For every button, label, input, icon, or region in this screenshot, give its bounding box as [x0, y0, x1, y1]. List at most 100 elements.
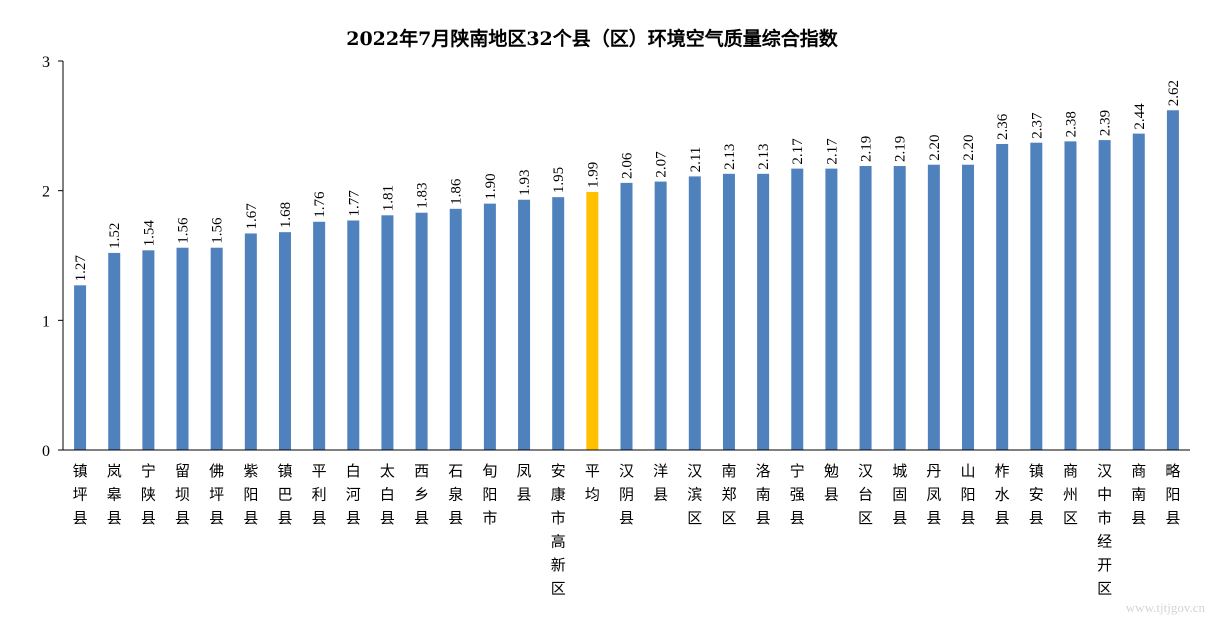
data-label: 1.81 — [380, 185, 396, 211]
data-label: 1.90 — [483, 173, 499, 199]
x-tick-label: 汉阴县 — [619, 462, 634, 527]
x-tick-label: 洛南县 — [756, 462, 771, 527]
bar — [244, 233, 257, 450]
x-tick-label: 商州区 — [1063, 462, 1078, 527]
x-tick-label: 白河县 — [346, 462, 361, 527]
data-label: 1.54 — [141, 220, 157, 247]
bar — [381, 215, 394, 450]
data-label: 2.44 — [1132, 103, 1148, 130]
x-tick-label: 南郑区 — [721, 462, 736, 527]
data-label: 1.86 — [449, 178, 465, 205]
x-tick-label: 镇安县 — [1029, 462, 1044, 527]
data-label: 1.68 — [278, 202, 294, 228]
data-label: 1.83 — [415, 182, 431, 208]
x-tick-label: 留坝县 — [175, 462, 190, 527]
x-tick-label: 镇坪县 — [73, 462, 88, 527]
y-tick-label: 1 — [42, 313, 50, 330]
bar — [483, 203, 496, 450]
x-tick-label: 商南县 — [1131, 462, 1146, 527]
chart-title: 2022年7月陕南地区32个县（区）环境空气质量综合指数 — [346, 27, 839, 50]
x-tick-label: 宁强县 — [790, 462, 805, 527]
x-tick-label: 城固县 — [892, 462, 907, 527]
x-tick-label: 平利县 — [312, 462, 327, 527]
bar — [962, 164, 975, 451]
x-tick-label: 汉中市经开区 — [1097, 462, 1112, 598]
x-tick-label: 汉台区 — [858, 462, 873, 527]
data-label: 2.17 — [824, 138, 840, 165]
bar — [1132, 133, 1145, 451]
bar — [620, 182, 633, 450]
data-label: 2.20 — [961, 134, 977, 160]
bar — [278, 232, 291, 450]
x-tick-label: 旬阳市 — [482, 462, 497, 527]
x-tick-label: 柞水县 — [995, 462, 1010, 527]
data-label: 1.76 — [312, 191, 328, 218]
x-tick-label: 佛坪县 — [209, 462, 224, 527]
y-tick-label: 2 — [42, 184, 50, 201]
data-label: 2.36 — [995, 113, 1011, 140]
data-label: 2.11 — [688, 147, 704, 173]
bar — [1064, 141, 1077, 450]
bar — [74, 285, 87, 450]
bar — [996, 143, 1009, 451]
data-label: 1.95 — [551, 167, 567, 193]
bar — [518, 199, 531, 450]
x-tick-label: 洋县 — [653, 462, 668, 504]
data-label: 1.27 — [73, 255, 89, 282]
data-label: 1.99 — [585, 162, 601, 188]
data-label: 2.13 — [722, 144, 738, 170]
x-tick-label: 宁陕县 — [141, 462, 156, 527]
x-tick-label: 山阳县 — [961, 462, 976, 527]
data-label: 1.93 — [517, 169, 533, 195]
bar — [142, 250, 155, 450]
data-label: 2.39 — [1098, 110, 1114, 136]
x-tick-label: 镇巴县 — [277, 462, 292, 527]
x-tick-label: 凤县 — [517, 462, 532, 504]
bar — [654, 181, 667, 450]
bars — [74, 110, 1179, 451]
x-tick-label: 石泉县 — [448, 462, 463, 527]
bar — [449, 208, 462, 450]
data-label: 1.56 — [176, 217, 192, 244]
watermark-text: www.tjtjgov.cn — [1126, 600, 1206, 615]
bar — [108, 252, 121, 450]
y-axis: 0 1 2 3 — [42, 54, 64, 460]
data-label: 2.17 — [790, 138, 806, 165]
data-label: 2.07 — [654, 151, 670, 178]
bar — [757, 173, 770, 450]
bar — [893, 166, 906, 450]
x-tick-label: 紫阳县 — [243, 462, 258, 527]
x-tick-labels: 镇坪县 岚皋县 宁陕县 留坝县 佛坪县 紫阳县 镇巴县 平利县 白河县 太白县 西乡县 石泉县 旬阳市 凤… — [73, 462, 1181, 598]
bar — [722, 173, 735, 450]
bar-average — [586, 191, 599, 450]
data-label: 1.52 — [107, 223, 123, 249]
x-tick-label: 岚皋县 — [107, 462, 122, 527]
data-label: 2.19 — [859, 136, 875, 162]
x-tick-label: 西乡县 — [414, 462, 429, 527]
y-tick-label: 0 — [42, 443, 50, 460]
bar — [825, 168, 838, 450]
bar — [1030, 142, 1043, 450]
bar — [927, 164, 940, 451]
bar — [688, 176, 701, 450]
data-label: 2.38 — [1063, 111, 1079, 137]
x-tick-label: 丹凤县 — [926, 462, 941, 527]
bar — [347, 220, 360, 450]
data-label: 2.13 — [756, 144, 772, 170]
y-tick-label: 3 — [42, 54, 50, 71]
bar — [1098, 140, 1111, 450]
x-tick-label: 汉滨区 — [687, 462, 702, 527]
data-label: 2.62 — [1166, 80, 1182, 106]
bar — [176, 247, 189, 450]
data-labels: 1.27 1.52 1.54 1.56 1.56 1.67 1.68 1.76 1.77 1.81… — [73, 80, 1182, 281]
x-tick-label: 太白县 — [380, 462, 395, 527]
bar — [1166, 110, 1179, 451]
data-label: 1.77 — [346, 190, 362, 217]
x-tick-label: 略阳县 — [1165, 462, 1180, 527]
x-tick-label: 勉县 — [824, 462, 839, 504]
data-label: 2.06 — [620, 152, 636, 179]
bar — [313, 221, 326, 450]
bar — [791, 168, 804, 450]
bar — [552, 197, 565, 450]
